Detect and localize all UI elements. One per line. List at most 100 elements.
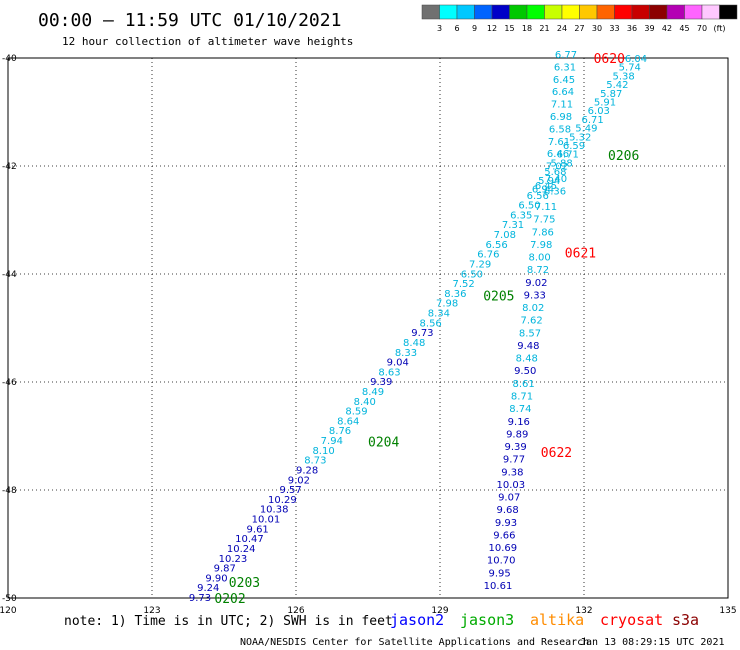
lat-tick-label: -42 <box>2 162 17 172</box>
wave-height-value: 5.91 <box>594 98 616 109</box>
wave-height-value: 8.71 <box>511 392 533 403</box>
colorbar-swatch <box>456 4 475 20</box>
colorbar-label: 42 <box>662 24 672 33</box>
legend-jason2: jason2 <box>390 611 444 629</box>
footer-credit: NOAA/NESDIS Center for Satellite Applica… <box>240 637 589 648</box>
wave-height-value: 9.77 <box>503 455 525 466</box>
wave-height-value: 7.98 <box>530 240 552 251</box>
wave-height-value: 6.58 <box>549 124 571 135</box>
wave-height-value: 9.66 <box>493 530 515 541</box>
colorbar-swatch <box>666 4 685 20</box>
wave-height-value: 7.86 <box>532 227 554 238</box>
wave-height-value: 9.24 <box>197 583 219 594</box>
wave-height-value: 10.69 <box>488 543 517 554</box>
wave-height-value: 10.03 <box>496 480 525 491</box>
colorbar-swatch <box>596 4 615 20</box>
colorbar-label: 6 <box>454 24 459 33</box>
colorbar-swatch <box>526 4 545 20</box>
wave-height-value: 6.59 <box>563 141 585 152</box>
wave-height-value: 8.48 <box>516 354 538 365</box>
wave-height-value: 9.68 <box>496 505 518 516</box>
wave-height-value: 9.16 <box>508 417 530 428</box>
wave-height-value: 10.47 <box>235 534 264 545</box>
wave-height-value: 8.02 <box>522 303 544 314</box>
wave-height-value: 8.57 <box>519 328 541 339</box>
colorbar-swatch <box>561 4 580 20</box>
wave-height-value: 8.34 <box>428 309 450 320</box>
wave-height-value: 6.31 <box>554 62 576 73</box>
pass-label: 0203 <box>229 576 260 591</box>
wave-height-value: 8.10 <box>312 446 334 457</box>
wave-height-value: 6.77 <box>555 50 577 61</box>
colorbar-label: 45 <box>679 24 689 33</box>
legend-cryosat: cryosat <box>600 611 663 629</box>
colorbar-swatch <box>421 4 440 20</box>
colorbar-swatch <box>719 4 738 20</box>
wave-height-value: 8.48 <box>403 338 425 349</box>
satellite-legend: jason2 jason3 altika cryosat s3a <box>390 611 699 629</box>
wave-height-value: 8.72 <box>527 265 549 276</box>
footer-timestamp: Jan 13 08:29:15 UTC 2021 <box>580 637 725 648</box>
wave-height-value: 10.38 <box>260 505 289 516</box>
wave-height-value: 10.70 <box>487 556 516 567</box>
wave-height-value: 7.94 <box>321 436 343 447</box>
map-frame <box>7 57 729 599</box>
wave-height-value: 5.74 <box>619 63 641 74</box>
lon-tick-label: 129 <box>431 606 448 616</box>
pass-label: 0205 <box>483 290 514 305</box>
wave-height-value: 7.40 <box>545 174 567 185</box>
wave-height-value: 6.45 <box>535 181 557 192</box>
colorbar-label: (ft) <box>713 24 725 33</box>
wave-height-value: 7.52 <box>452 279 474 290</box>
wave-height-value: 7.75 <box>533 215 555 226</box>
lon-tick-label: 123 <box>143 606 160 616</box>
lat-tick-label: -50 <box>2 594 17 604</box>
wave-height-value: 10.29 <box>268 495 297 506</box>
wave-height-value: 6.03 <box>588 106 610 117</box>
colorbar-swatch <box>544 4 563 20</box>
wave-height-value: 8.64 <box>337 416 359 427</box>
wave-height-value: 5.38 <box>612 71 634 82</box>
wave-height-value: 7.02 <box>546 162 568 173</box>
wave-height-value: 6.50 <box>518 201 540 212</box>
wave-height-value: 5.94 <box>538 176 560 187</box>
wave-height-value: 10.23 <box>219 554 248 565</box>
colorbar-label: 36 <box>627 24 637 33</box>
lat-tick-label: -46 <box>2 378 17 388</box>
wave-height-value: 5.42 <box>606 80 628 91</box>
wave-height-value: 8.33 <box>395 348 417 359</box>
grid-lines <box>8 58 728 598</box>
wave-height-value: 9.39 <box>504 442 526 453</box>
wave-height-value: 9.61 <box>247 524 269 535</box>
wave-height-value: 9.48 <box>517 341 539 352</box>
colorbar-swatch <box>649 4 668 20</box>
wave-height-value: 7.08 <box>494 230 516 241</box>
wave-height-value: 7.98 <box>436 299 458 310</box>
pass-label: 0206 <box>608 149 639 164</box>
lat-tick-label: -44 <box>2 270 17 280</box>
wave-height-value: 9.04 <box>387 358 409 369</box>
colorbar-label: 70 <box>697 24 707 33</box>
lon-tick-label: 132 <box>575 606 592 616</box>
wave-height-value: 10.24 <box>227 544 256 555</box>
wave-height-value: 8.00 <box>528 253 550 264</box>
colorbar-swatch <box>614 4 633 20</box>
wave-height-value: 8.61 <box>512 379 534 390</box>
colorbar-swatch <box>631 4 650 20</box>
wave-height-value: 7.11 <box>535 202 557 213</box>
pass-label: 0202 <box>214 592 245 607</box>
wave-height-value: 5.32 <box>569 132 591 143</box>
colorbar-swatch <box>701 4 720 20</box>
wave-height-value: 7.62 <box>520 316 542 327</box>
wave-height-value: 6.98 <box>550 112 572 123</box>
colorbar-label: 9 <box>472 24 477 33</box>
legend-s3a: s3a <box>672 611 699 629</box>
wave-height-value: 6.45 <box>553 75 575 86</box>
colorbar-label: 24 <box>557 24 567 33</box>
wave-height-value: 9.73 <box>189 593 211 604</box>
colorbar-swatch <box>509 4 528 20</box>
wave-height-value: 9.73 <box>411 328 433 339</box>
colorbar-label: 15 <box>504 24 514 33</box>
